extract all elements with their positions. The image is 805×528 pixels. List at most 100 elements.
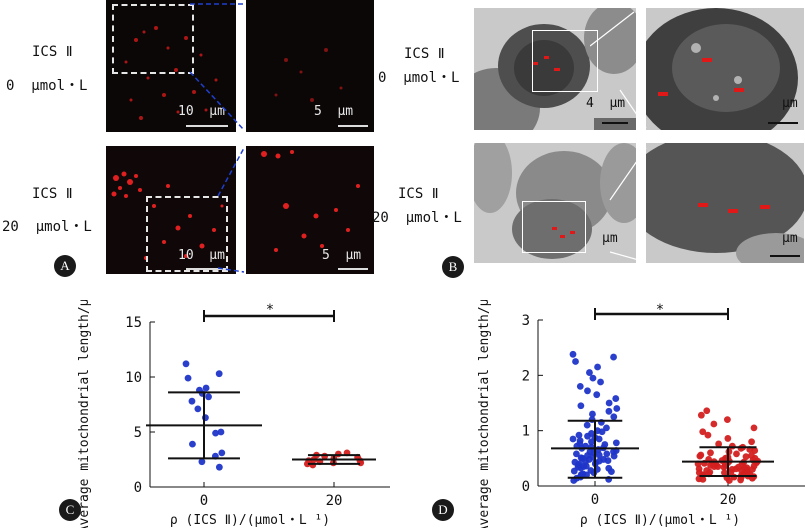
panel-a-row1-label-line2: 0 μmol・L: [6, 78, 88, 94]
data-point: [723, 416, 731, 423]
data-point: [595, 435, 603, 443]
data-point: [577, 464, 585, 472]
x-axis-label: ρ (ICS Ⅱ)/(μmol・L ¹): [170, 513, 330, 528]
em-zoom-cells-treated: [646, 143, 804, 263]
fluorescence-signal-control: [124, 26, 218, 120]
data-point: [583, 471, 591, 479]
data-point: [577, 402, 585, 410]
y-tick-label: 1: [522, 424, 530, 440]
scale-bar: [186, 268, 228, 270]
data-point: [577, 470, 585, 478]
data-point: [610, 353, 617, 361]
scale-bar: [186, 125, 228, 127]
em-image-control: 4 μm: [474, 8, 636, 130]
data-point: [202, 384, 210, 392]
data-point: [576, 439, 584, 447]
data-point: [710, 420, 718, 428]
data-point: [610, 413, 618, 421]
data-point: [707, 449, 714, 457]
x-tick-label: 20: [720, 492, 737, 508]
zoom-connectors-b: [590, 11, 647, 263]
data-point: [586, 369, 593, 376]
significance-marker: *: [266, 302, 274, 318]
data-point: [585, 456, 593, 463]
y-axis-label: Average mitochondrial length/μm: [477, 300, 492, 528]
data-point: [572, 358, 579, 365]
data-point: [724, 435, 732, 442]
data-point: [590, 469, 598, 477]
x-tick-label: 0: [591, 492, 599, 508]
y-axis-label: Average mitochondrial length/μm: [77, 300, 92, 528]
data-point: [189, 440, 196, 448]
zoom-region-box: [146, 196, 228, 272]
panel-label-c: C: [59, 499, 81, 521]
data-point: [194, 405, 202, 413]
chart-c: Average mitochondrial length/μm ρ (ICS Ⅱ…: [77, 300, 390, 528]
data-point: [749, 466, 756, 473]
data-point: [570, 477, 578, 484]
scale-label: μm: [602, 231, 618, 246]
data-point: [605, 399, 613, 407]
scale-label: 4 μm: [586, 96, 626, 111]
data-point: [577, 454, 585, 462]
data-point: [704, 431, 712, 439]
data-point: [714, 463, 722, 471]
data-point: [610, 452, 618, 460]
scale-bar: [338, 268, 368, 270]
data-point: [573, 450, 580, 458]
data-point: [570, 467, 578, 475]
data-point: [575, 431, 583, 439]
em-zoom-treated: μm: [646, 143, 804, 263]
data-point: [584, 432, 591, 440]
data-point: [604, 457, 612, 464]
data-point: [748, 438, 755, 446]
data-point: [699, 428, 707, 436]
data-point: [215, 370, 223, 378]
data-point: [597, 378, 604, 386]
data-point: [569, 435, 577, 443]
data-point: [733, 450, 740, 458]
x-axis-label: ρ (ICS Ⅱ)/(μmol・L ¹): [580, 513, 740, 528]
y-tick-label: 0: [134, 480, 142, 496]
data-point: [598, 428, 606, 436]
data-point: [184, 374, 192, 382]
data-point: [589, 410, 596, 418]
data-point: [217, 428, 225, 436]
data-point: [334, 450, 342, 458]
fluorescence-signal-treated: [111, 171, 224, 260]
data-point: [608, 468, 615, 476]
data-point: [603, 450, 611, 458]
significance-marker: *: [656, 302, 664, 318]
scale-bar: [768, 122, 798, 124]
x-tick-label: 20: [326, 493, 343, 509]
y-tick-label: 0: [522, 479, 530, 495]
panel-label-a: A: [54, 255, 76, 277]
panel-b-row1-label-line1: ICS Ⅱ: [404, 46, 445, 62]
data-point: [584, 387, 591, 395]
fluorescence-zoom-signal-treated: [261, 150, 360, 252]
scale-label: 5 μm: [314, 104, 354, 119]
data-point: [182, 360, 190, 368]
data-point: [750, 424, 758, 432]
data-point: [594, 363, 601, 371]
data-point: [696, 452, 704, 460]
data-point: [715, 440, 723, 448]
fluorescence-zoom-control: 5 μm: [246, 0, 374, 132]
panel-a-row1-label-line1: ICS Ⅱ: [32, 44, 73, 60]
x-tick-label: 0: [200, 493, 208, 509]
zoom-region-box: [522, 201, 586, 253]
scale-label: μm: [782, 231, 798, 246]
em-zoom-control: μm: [646, 8, 804, 130]
data-point: [571, 458, 579, 466]
scale-label: 10 μm: [178, 104, 225, 119]
fluorescence-image-treated: 10 μm: [106, 146, 236, 274]
scale-label: μm: [782, 96, 798, 111]
panel-b-row2-label-line1: ICS Ⅱ: [398, 186, 439, 202]
data-point: [737, 473, 745, 481]
fluorescence-image-control: 10 μm: [106, 0, 236, 132]
chart-d: Average mitochondrial length/μm ρ (ICS Ⅱ…: [477, 300, 805, 528]
panel-label-b: B: [442, 256, 464, 278]
panel-b-row1-label-line2: 0 μmol・L: [378, 70, 460, 86]
scale-bar: [602, 122, 628, 124]
y-tick-label: 15: [125, 315, 142, 331]
